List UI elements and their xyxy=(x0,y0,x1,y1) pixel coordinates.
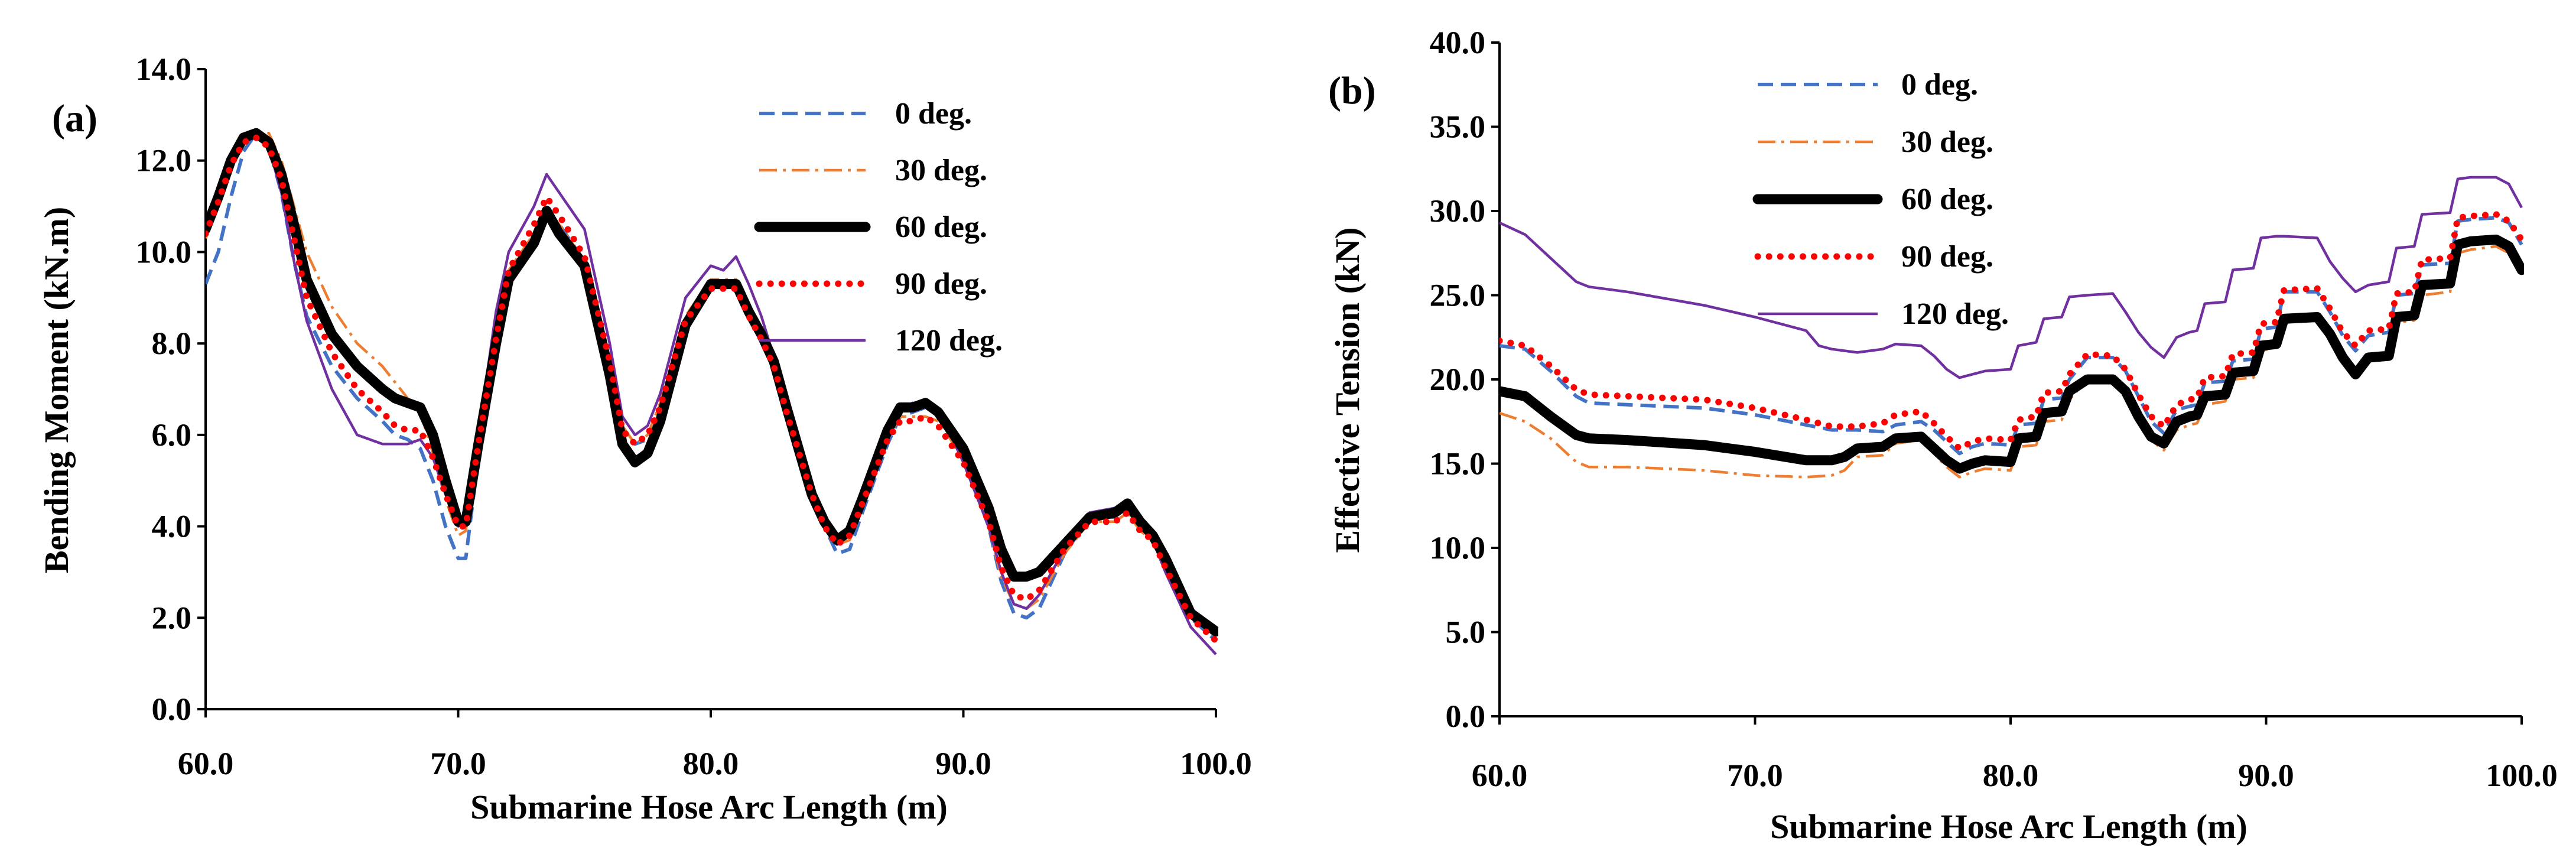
y-tick-label: 10.0 xyxy=(1430,530,1486,566)
legend-label: 120 deg. xyxy=(895,324,1003,358)
x-tick-label: 90.0 xyxy=(935,746,991,781)
x-tick-label: 60.0 xyxy=(1472,758,1528,793)
series-line-120-deg xyxy=(1500,176,2523,379)
y-tick-label: 14.0 xyxy=(136,51,192,87)
x-axis-title: Submarine Hose Arc Length (m) xyxy=(470,788,948,826)
x-tick-label: 80.0 xyxy=(683,746,739,781)
legend-label: 0 deg. xyxy=(1901,68,1978,102)
effective-tension-chart: 0.0 5.0 10.0 15.0 20.0 25.0 30.0 35.0 40.0 60.0 70… xyxy=(1328,25,2558,846)
legend-label: 30 deg. xyxy=(1901,125,1993,159)
y-tick-label: 6.0 xyxy=(152,417,192,453)
legend-label: 60 deg. xyxy=(895,210,987,244)
y-tick-label: 10.0 xyxy=(136,234,192,269)
x-tick-label: 80.0 xyxy=(1983,758,2039,793)
legend-label: 60 deg. xyxy=(1901,183,1993,216)
series-line-90-deg xyxy=(206,134,1218,644)
y-axis-title: Bending Moment (kN.m) xyxy=(37,207,76,573)
legend-label: 90 deg. xyxy=(895,267,987,301)
bending-moment-chart: 0.0 2.0 4.0 6.0 8.0 10.0 12.0 14.0 60.0 70.0 80.0 9… xyxy=(37,51,1252,826)
legend-label: 90 deg. xyxy=(1901,240,1993,274)
y-tick-label: 0.0 xyxy=(152,691,192,727)
legend-label: 120 deg. xyxy=(1901,297,2009,331)
legend-label: 30 deg. xyxy=(895,154,987,187)
legend: 0 deg. 30 deg. 60 deg. 90 deg. 120 deg. xyxy=(1752,68,2009,331)
x-tick-label: 90.0 xyxy=(2238,758,2294,793)
panel-label: (b) xyxy=(1328,69,1376,112)
x-tick-label: 70.0 xyxy=(430,746,486,781)
x-tick-label: 60.0 xyxy=(178,746,234,781)
series-line-90-deg xyxy=(1500,211,2524,452)
y-axis-title: Effective Tension (kN) xyxy=(1328,228,1367,553)
y-tick-label: 15.0 xyxy=(1430,446,1486,482)
y-tick-label: 4.0 xyxy=(152,509,192,544)
series-line-120-deg xyxy=(206,136,1217,655)
y-tick-label: 12.0 xyxy=(136,143,192,178)
y-tick-label: 5.0 xyxy=(1446,615,1486,650)
series-line-0-deg xyxy=(1500,216,2523,456)
y-tick-label: 2.0 xyxy=(152,600,192,635)
x-tick-label: 70.0 xyxy=(1727,758,1783,793)
panel-label: (a) xyxy=(52,97,97,140)
y-tick-label: 40.0 xyxy=(1430,25,1486,60)
y-tick-label: 8.0 xyxy=(152,326,192,361)
y-tick-label: 20.0 xyxy=(1430,362,1486,397)
series-line-60-deg xyxy=(1500,234,2524,474)
legend: 0 deg. 30 deg. 60 deg. 90 deg. 120 deg. xyxy=(754,97,1003,358)
y-tick-label: 25.0 xyxy=(1430,278,1486,313)
y-tick-label: 0.0 xyxy=(1446,699,1486,734)
x-axis-title: Submarine Hose Arc Length (m) xyxy=(1770,807,2248,846)
x-tick-label: 100.0 xyxy=(2486,758,2558,793)
legend-label: 0 deg. xyxy=(895,97,972,131)
y-tick-label: 30.0 xyxy=(1430,193,1486,229)
x-tick-label: 100.0 xyxy=(1180,746,1252,781)
y-tick-label: 35.0 xyxy=(1430,109,1486,145)
series-line-0-deg xyxy=(206,131,1218,642)
